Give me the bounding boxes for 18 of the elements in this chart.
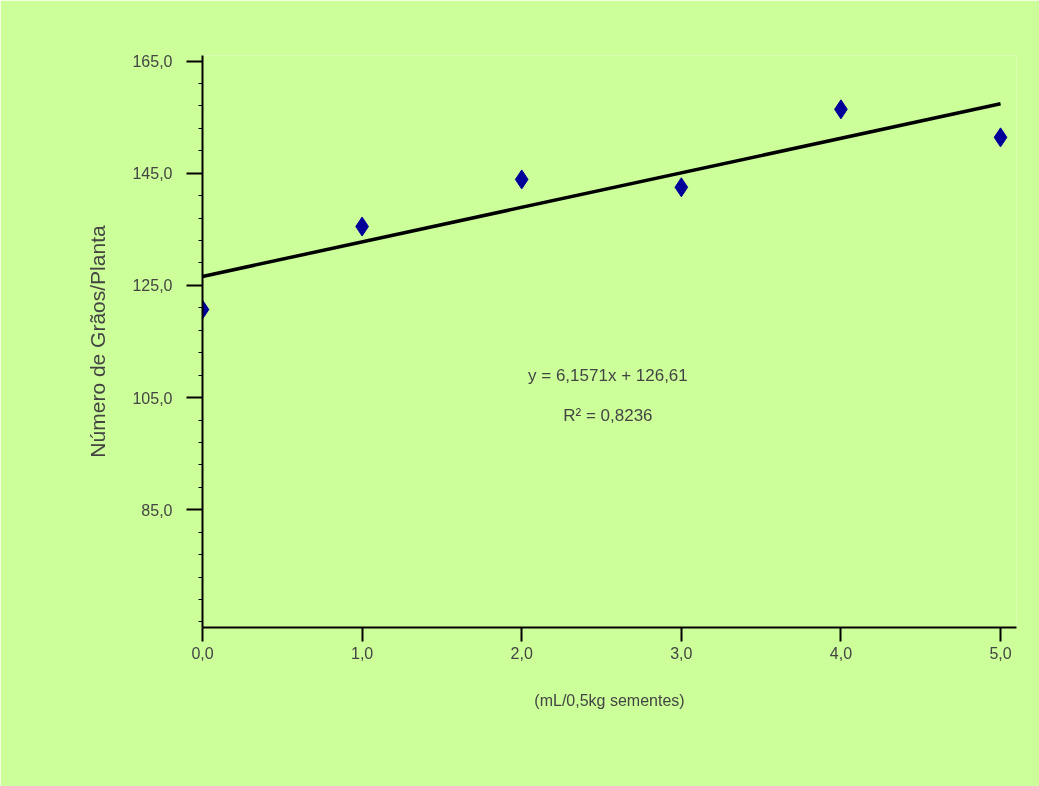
x-axis-title: (mL/0,5kg sementes) — [534, 691, 685, 709]
x-tick-label: 0,0 — [191, 644, 214, 662]
x-tick-label: 4,0 — [829, 644, 853, 662]
y-tick-label: 105,0 — [132, 389, 173, 407]
annotation: R² = 0,8236 — [563, 406, 653, 426]
point — [674, 177, 689, 198]
y-tick-label: 165,0 — [132, 53, 173, 71]
y-axis-title: Número de Grãos/Planta — [86, 225, 110, 458]
y-tick-label: 145,0 — [132, 165, 173, 183]
y-tick-label: 85,0 — [141, 501, 173, 519]
x-tick-label: 5,0 — [989, 644, 1012, 662]
point — [993, 127, 1008, 148]
y-tick-label: 125,0 — [132, 277, 173, 295]
x-tick-label: 3,0 — [670, 644, 693, 662]
point — [514, 169, 529, 190]
x-tick-label: 1,0 — [350, 644, 374, 662]
x-tick-label: 2,0 — [510, 644, 533, 662]
annotation: y = 6,1571x + 126,61 — [528, 366, 688, 386]
